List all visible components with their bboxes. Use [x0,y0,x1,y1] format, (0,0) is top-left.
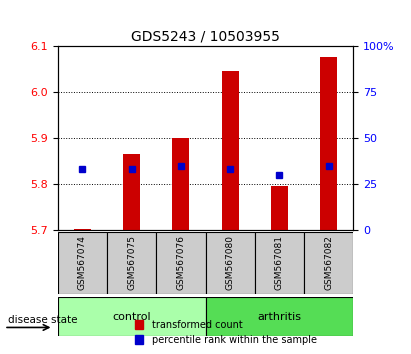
Bar [74,229,91,230]
Bar [172,138,189,230]
FancyBboxPatch shape [107,232,156,294]
FancyBboxPatch shape [304,232,353,294]
Text: GSM567074: GSM567074 [78,235,87,290]
Bar [320,57,337,230]
FancyBboxPatch shape [206,297,353,336]
FancyBboxPatch shape [58,297,206,336]
Text: arthritis: arthritis [257,312,302,322]
Text: GSM567080: GSM567080 [226,235,235,290]
Text: control: control [112,312,151,322]
FancyBboxPatch shape [206,232,255,294]
Bar [123,154,140,230]
Text: GSM567081: GSM567081 [275,235,284,290]
Legend: transformed count, percentile rank within the sample: transformed count, percentile rank withi… [131,316,321,349]
FancyBboxPatch shape [58,232,107,294]
Title: GDS5243 / 10503955: GDS5243 / 10503955 [131,29,280,44]
Bar [222,71,239,230]
FancyBboxPatch shape [255,232,304,294]
Text: GSM567076: GSM567076 [176,235,185,290]
Text: disease state: disease state [8,315,78,325]
Bar [271,186,288,230]
Text: GSM567082: GSM567082 [324,235,333,290]
Text: GSM567075: GSM567075 [127,235,136,290]
FancyBboxPatch shape [156,232,206,294]
